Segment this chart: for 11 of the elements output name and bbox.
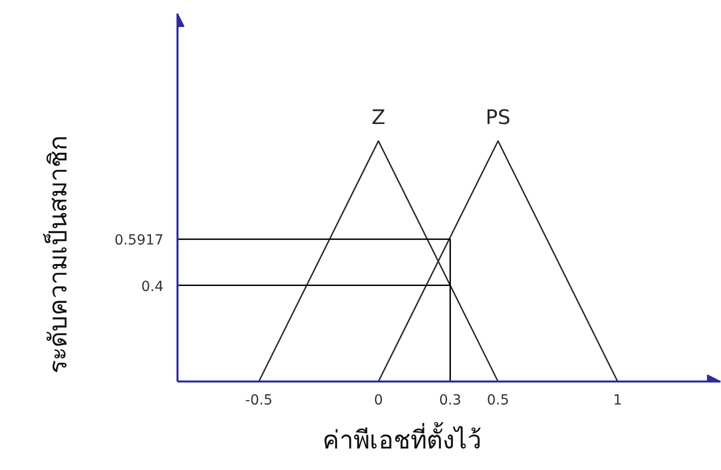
series-label: Z — [372, 104, 386, 129]
x-axis-title: ค่าพีเอชที่ตั้งไว้ — [322, 422, 482, 454]
x-tick-label: 0.3 — [439, 392, 462, 408]
x-tick-label: 0 — [374, 392, 383, 408]
y-axis-title: ระดับความเป็นสมาชิก — [42, 136, 72, 374]
y-tick-label: 0.5917 — [114, 232, 164, 249]
x-tick-label: -0.5 — [245, 392, 272, 408]
series-label: PS — [486, 104, 510, 129]
x-tick-label: 0.5 — [486, 392, 510, 408]
y-tick-label: 0.4 — [141, 278, 164, 295]
x-tick-label: 1 — [613, 392, 622, 408]
